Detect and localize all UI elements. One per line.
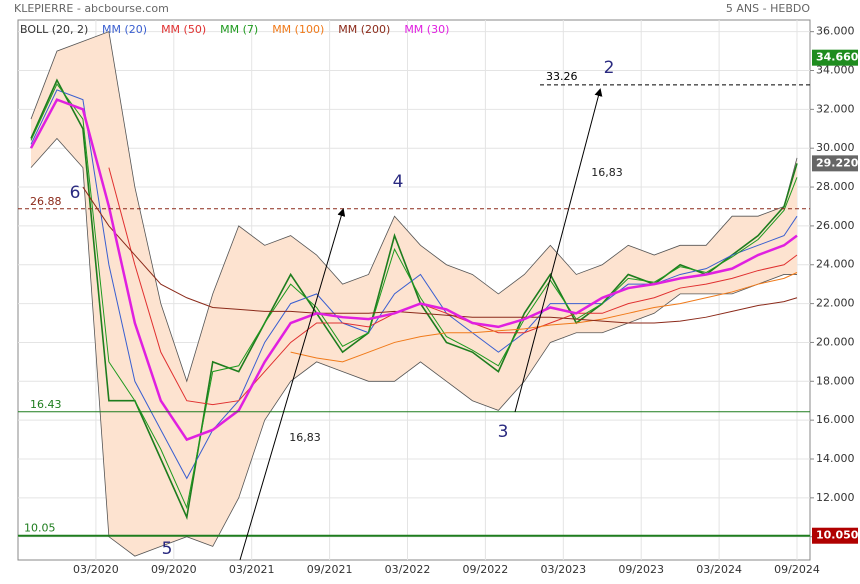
x-tick-label: 03/2021 xyxy=(229,563,275,576)
arrow xyxy=(514,88,603,413)
level-label: 26.88 xyxy=(30,195,62,208)
price-badge-label: 10.050 xyxy=(816,529,859,542)
annotation: 2 xyxy=(604,58,615,78)
line-series xyxy=(30,83,798,510)
legend-entry: BOLL (20, 2) xyxy=(20,23,88,36)
y-tick-label: 32.000 xyxy=(816,102,855,115)
bollinger-upper xyxy=(30,31,798,383)
x-tick-label: 09/2022 xyxy=(463,563,509,576)
annotation: 6 xyxy=(70,183,81,203)
chart-subtitle: 5 ANS - HEBDO xyxy=(726,2,810,15)
y-tick-label: 14.000 xyxy=(816,452,855,465)
legend-entry: MM (100) xyxy=(272,23,324,36)
y-tick-label: 18.000 xyxy=(816,374,855,387)
x-tick-label: 03/2022 xyxy=(385,563,431,576)
legend-entry: MM (200) xyxy=(338,23,390,36)
price-badge xyxy=(812,49,858,66)
line-series xyxy=(108,167,798,406)
bollinger-lower xyxy=(30,137,798,557)
y-tick-label: 24.000 xyxy=(816,258,855,271)
x-tick-label: 09/2020 xyxy=(151,563,197,576)
legend-entry: MM (50) xyxy=(161,23,206,36)
price-badge xyxy=(812,527,858,544)
arrow xyxy=(239,208,346,561)
annotation: 16,83 xyxy=(591,166,623,179)
level-label: 16.43 xyxy=(30,398,62,411)
y-tick-label: 30.000 xyxy=(816,141,855,154)
y-tick-label: 20.000 xyxy=(816,335,855,348)
x-tick-label: 03/2023 xyxy=(540,563,586,576)
y-tick-label: 22.000 xyxy=(816,297,855,310)
legend-entry: MM (20) xyxy=(102,23,147,36)
x-tick-label: 09/2023 xyxy=(618,563,664,576)
legend-entry: MM (7) xyxy=(220,23,258,36)
y-tick-label: 34.000 xyxy=(816,64,855,77)
line-series xyxy=(30,89,798,480)
y-tick-label: 12.000 xyxy=(816,491,855,504)
price-badge-label: 29.220 xyxy=(816,156,859,169)
line-series xyxy=(82,186,798,324)
x-tick-label: 09/2021 xyxy=(307,563,353,576)
legend-entry: MM (30) xyxy=(404,23,449,36)
price-badge-label: 34.660 xyxy=(816,51,859,64)
y-tick-label: 36.000 xyxy=(816,25,855,38)
y-tick-label: 16.000 xyxy=(816,413,855,426)
chart-title: KLEPIERRE - abcbourse.com xyxy=(14,2,169,15)
line-series xyxy=(29,98,798,442)
annotation: 16,83 xyxy=(289,431,321,444)
annotation: 4 xyxy=(393,172,404,192)
x-tick-label: 09/2024 xyxy=(774,563,820,576)
level-label: 33.26 xyxy=(546,70,578,83)
x-tick-label: 03/2020 xyxy=(73,563,119,576)
annotation: 3 xyxy=(498,422,509,442)
price-badge xyxy=(812,155,858,172)
bollinger-band xyxy=(30,31,798,557)
y-tick-label: 26.000 xyxy=(816,219,855,232)
annotation: 5 xyxy=(162,539,173,559)
line-series xyxy=(290,272,798,363)
level-label: 10.05 xyxy=(24,522,56,535)
y-tick-label: 28.000 xyxy=(816,180,855,193)
x-tick-label: 03/2024 xyxy=(696,563,742,576)
